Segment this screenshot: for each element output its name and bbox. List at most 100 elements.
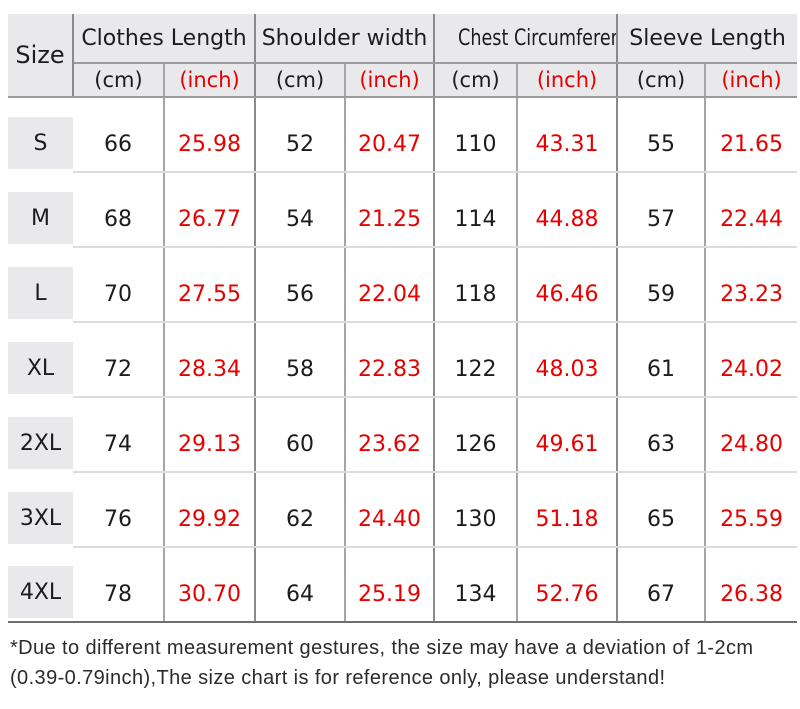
group-label: Chest Circumference	[458, 25, 617, 51]
cell-shoulder-inch: 24.40	[344, 472, 435, 548]
cell-shoulder-inch: 20.47	[344, 97, 435, 173]
size-row-s: S 66 25.98 52 20.47 110 43.31 55 21.65	[8, 97, 798, 173]
unit-header-chest-cm: (cm)	[433, 63, 518, 98]
cell-sleeve-cm: 63	[616, 397, 706, 473]
disclaimer-line-2: (0.39-0.79inch),The size chart is for re…	[10, 667, 666, 689]
size-label-chip: S	[8, 117, 73, 169]
cell-clothes-cm: 70	[73, 247, 164, 323]
size-column-header: Size	[8, 14, 74, 98]
unit-header-sleeve-inch: (inch)	[704, 63, 798, 98]
cell-shoulder-cm: 52	[254, 97, 346, 173]
cell-clothes-inch: 29.92	[162, 472, 256, 548]
size-label-chip: 4XL	[8, 566, 73, 618]
cell-chest-cm: 118	[433, 247, 518, 323]
cell-shoulder-inch: 25.19	[344, 547, 435, 623]
cell-chest-inch: 51.18	[516, 472, 618, 548]
size-cell: 2XL	[8, 397, 73, 472]
group-header-shoulder-width: Shoulder width	[254, 14, 435, 64]
cell-shoulder-cm: 56	[254, 247, 346, 323]
disclaimer-line-1: *Due to different measurement gestures, …	[10, 637, 754, 659]
size-row-4xl: 4XL 78 30.70 64 25.19 134 52.76 67 26.38	[8, 547, 798, 623]
cell-sleeve-inch: 23.23	[704, 247, 798, 323]
cell-clothes-cm: 76	[73, 472, 164, 548]
size-cell: S	[8, 97, 73, 172]
unit-header-shoulder-inch: (inch)	[344, 63, 435, 98]
unit-header-shoulder-cm: (cm)	[254, 63, 346, 98]
cell-sleeve-inch: 22.44	[704, 172, 798, 248]
size-row-l: L 70 27.55 56 22.04 118 46.46 59 23.23	[8, 247, 798, 323]
size-row-2xl: 2XL 74 29.13 60 23.62 126 49.61 63 24.80	[8, 397, 798, 473]
cell-sleeve-inch: 21.65	[704, 97, 798, 173]
cell-sleeve-cm: 57	[616, 172, 706, 248]
cell-sleeve-cm: 61	[616, 322, 706, 398]
group-header-clothes-length: Clothes Length	[71, 14, 256, 64]
cell-shoulder-cm: 54	[254, 172, 346, 248]
unit-header-clothes-inch: (inch)	[162, 63, 256, 98]
unit-header-chest-inch: (inch)	[516, 63, 618, 98]
cell-clothes-inch: 25.98	[162, 97, 256, 173]
cell-sleeve-cm: 65	[616, 472, 706, 548]
size-label-chip: 3XL	[8, 492, 73, 544]
cell-chest-inch: 49.61	[516, 397, 618, 473]
unit-header-clothes-cm: (cm)	[73, 63, 164, 98]
cell-chest-cm: 134	[433, 547, 518, 623]
cell-sleeve-inch: 24.80	[704, 397, 798, 473]
size-label-chip: M	[8, 192, 73, 244]
size-label-chip: L	[8, 267, 73, 319]
cell-clothes-cm: 74	[73, 397, 164, 473]
cell-shoulder-cm: 60	[254, 397, 346, 473]
cell-shoulder-inch: 23.62	[344, 397, 435, 473]
cell-sleeve-cm: 67	[616, 547, 706, 623]
cell-chest-cm: 114	[433, 172, 518, 248]
cell-chest-cm: 110	[433, 97, 518, 173]
cell-shoulder-inch: 22.04	[344, 247, 435, 323]
cell-chest-cm: 126	[433, 397, 518, 473]
group-header-chest-circumference: Chest Circumference	[433, 14, 618, 64]
cell-clothes-inch: 26.77	[162, 172, 256, 248]
cell-sleeve-inch: 26.38	[704, 547, 798, 623]
size-cell: 4XL	[8, 547, 73, 623]
cell-chest-inch: 52.76	[516, 547, 618, 623]
size-cell: 3XL	[8, 472, 73, 547]
group-header-sleeve-length: Sleeve Length	[616, 14, 798, 64]
cell-chest-cm: 130	[433, 472, 518, 548]
header-group-row: Size Clothes Length Shoulder width Chest…	[8, 14, 798, 98]
cell-clothes-cm: 78	[73, 547, 164, 623]
cell-sleeve-cm: 55	[616, 97, 706, 173]
cell-clothes-inch: 27.55	[162, 247, 256, 323]
size-row-xl: XL 72 28.34 58 22.83 122 48.03 61 24.02	[8, 322, 798, 398]
cell-chest-cm: 122	[433, 322, 518, 398]
size-label-chip: 2XL	[8, 417, 73, 469]
cell-clothes-inch: 29.13	[162, 397, 256, 473]
cell-chest-inch: 46.46	[516, 247, 618, 323]
cell-shoulder-inch: 21.25	[344, 172, 435, 248]
cell-clothes-inch: 28.34	[162, 322, 256, 398]
cell-shoulder-inch: 22.83	[344, 322, 435, 398]
size-cell: XL	[8, 322, 73, 397]
group-label: Shoulder width	[261, 25, 428, 51]
group-label: Sleeve Length	[629, 25, 786, 51]
cell-shoulder-cm: 62	[254, 472, 346, 548]
cell-clothes-cm: 72	[73, 322, 164, 398]
cell-clothes-cm: 66	[73, 97, 164, 173]
size-cell: L	[8, 247, 73, 322]
cell-clothes-cm: 68	[73, 172, 164, 248]
cell-chest-inch: 48.03	[516, 322, 618, 398]
header-unit-row: (cm) (inch) (cm) (inch) (cm) (inch) (cm)…	[8, 63, 798, 98]
cell-chest-inch: 43.31	[516, 97, 618, 173]
cell-shoulder-cm: 64	[254, 547, 346, 623]
size-row-m: M 68 26.77 54 21.25 114 44.88 57 22.44	[8, 172, 798, 248]
cell-shoulder-cm: 58	[254, 322, 346, 398]
size-row-3xl: 3XL 76 29.92 62 24.40 130 51.18 65 25.59	[8, 472, 798, 548]
measurement-disclaimer: *Due to different measurement gestures, …	[10, 633, 790, 693]
cell-chest-inch: 44.88	[516, 172, 618, 248]
group-label: Clothes Length	[81, 25, 247, 51]
size-label-chip: XL	[8, 342, 73, 394]
cell-sleeve-inch: 25.59	[704, 472, 798, 548]
cell-clothes-inch: 30.70	[162, 547, 256, 623]
size-cell: M	[8, 172, 73, 247]
cell-sleeve-inch: 24.02	[704, 322, 798, 398]
size-chart-table: Size Clothes Length Shoulder width Chest…	[8, 14, 798, 623]
cell-sleeve-cm: 59	[616, 247, 706, 323]
